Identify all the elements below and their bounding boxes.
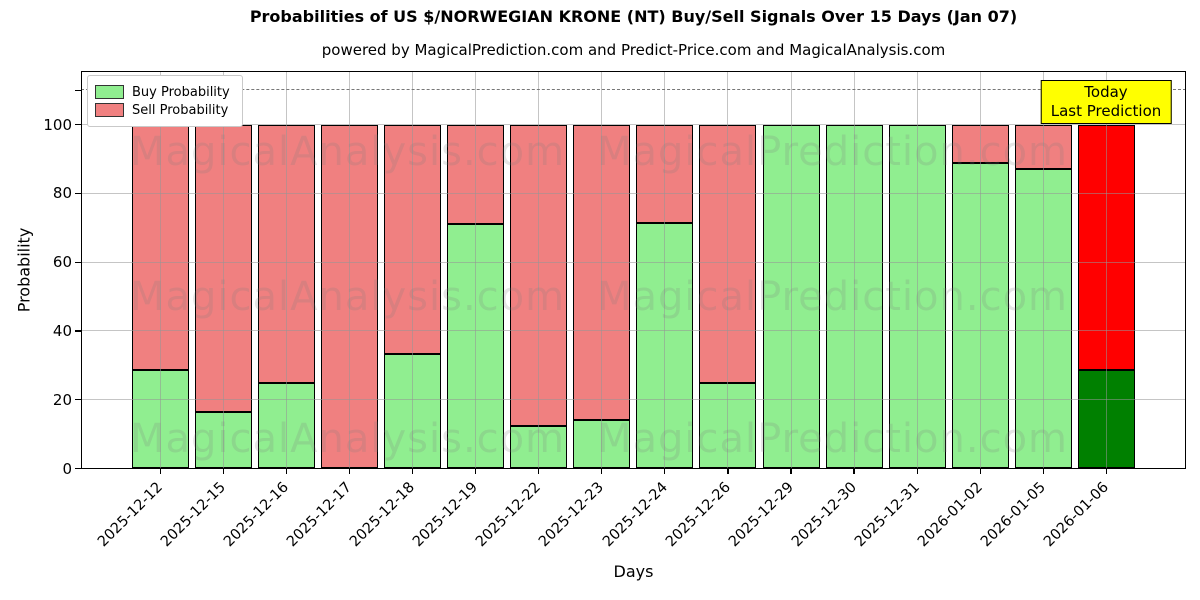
x-gridline	[159, 71, 161, 469]
annotation-line-1: Today	[1084, 83, 1128, 101]
x-tick-label-text: 2025-12-26	[662, 478, 734, 550]
y-tick-mark	[75, 124, 81, 126]
x-gridline	[916, 71, 918, 469]
y-tick-label: 20	[52, 390, 72, 409]
x-tick-label-text: 2025-12-31	[851, 478, 923, 550]
legend-item-buy: Buy Probability	[95, 83, 230, 101]
x-tick-mark	[222, 468, 224, 474]
x-tick-label-text: 2026-01-06	[1041, 478, 1113, 550]
y-tick-mark	[75, 330, 81, 332]
y-gridline	[81, 124, 1186, 126]
x-tick-mark	[664, 468, 666, 474]
x-tick-mark	[1105, 468, 1107, 474]
x-tick-label-text: 2025-12-24	[599, 478, 671, 550]
x-tick-label-text: 2025-12-17	[284, 478, 356, 550]
y-tick-label: 0	[62, 459, 72, 478]
watermark-text: MagicalPrediction.com	[597, 129, 1068, 175]
x-tick-label-text: 2025-12-23	[536, 478, 608, 550]
y-gridline	[81, 192, 1186, 194]
y-tick-label: 80	[52, 184, 72, 203]
x-tick-mark	[348, 468, 351, 474]
x-tick-mark	[790, 468, 792, 474]
x-tick-mark	[1042, 468, 1044, 474]
y-tick-mark-threshold	[75, 89, 81, 91]
y-tick-mark	[75, 399, 81, 401]
watermark-text: MagicalPrediction.com	[597, 416, 1068, 462]
x-tick-label-text: 2026-01-05	[978, 478, 1049, 550]
y-tick-label: 60	[52, 253, 72, 272]
legend-label-sell: Sell Probability	[132, 102, 229, 118]
watermark-text: MagicalPrediction.com	[597, 274, 1068, 320]
x-tick-mark	[411, 468, 414, 474]
x-tick-label-text: 2025-12-19	[410, 478, 482, 550]
x-tick-label-text: 2025-12-18	[347, 478, 419, 550]
x-axis-label: Days	[613, 562, 654, 581]
dashed-threshold-line	[81, 89, 1186, 91]
x-tick-mark	[475, 468, 477, 474]
x-tick-mark	[853, 468, 855, 474]
x-tick-label-text: 2025-12-16	[221, 478, 293, 550]
annotation-line-2: Last Prediction	[1050, 102, 1162, 120]
y-tick-label: 40	[52, 321, 72, 340]
x-tick-mark	[916, 468, 918, 474]
x-tick-label-text: 2025-12-22	[473, 478, 545, 550]
legend-item-sell: Sell Probability	[95, 101, 230, 119]
y-tick-mark	[75, 192, 81, 195]
x-gridline	[412, 71, 414, 469]
x-tick-mark	[979, 468, 981, 474]
y-gridline	[81, 399, 1186, 401]
chart-legend: Buy Probability Sell Probability	[87, 75, 243, 127]
x-gridline	[601, 71, 603, 469]
x-gridline	[727, 71, 729, 469]
x-tick-mark	[159, 468, 161, 474]
x-tick-mark	[538, 468, 540, 474]
x-tick-mark	[727, 468, 729, 474]
x-tick-mark	[285, 468, 287, 474]
x-gridline	[538, 71, 540, 469]
x-gridline	[285, 71, 287, 469]
x-gridline	[664, 71, 666, 469]
chart-title: Probabilities of US $/NORWEGIAN KRONE (N…	[249, 7, 1018, 26]
x-gridline	[790, 71, 792, 469]
chart-subtitle: powered by MagicalPrediction.com and Pre…	[321, 41, 946, 59]
legend-label-buy: Buy Probability	[132, 84, 230, 100]
y-tick-mark	[75, 467, 81, 470]
x-gridline	[1105, 71, 1107, 469]
x-gridline	[475, 71, 477, 469]
sell-color-swatch	[95, 103, 124, 117]
x-gridline	[1042, 71, 1044, 469]
watermark-text: MagicalAnalysis.com	[130, 274, 566, 320]
x-tick-label-text: 2025-12-12	[94, 478, 166, 550]
buy-color-swatch	[95, 85, 124, 99]
y-gridline	[81, 330, 1186, 332]
x-gridline	[979, 71, 981, 469]
y-tick-mark	[75, 261, 81, 263]
x-gridline	[222, 71, 224, 469]
x-tick-label-text: 2025-12-29	[725, 478, 797, 550]
watermark-text: MagicalAnalysis.com	[130, 129, 566, 175]
x-tick-label-text: 2026-01-02	[914, 478, 986, 550]
x-tick-mark	[601, 468, 603, 474]
y-gridline	[81, 261, 1186, 263]
today-last-prediction-annotation: Today Last Prediction	[1040, 80, 1172, 124]
y-tick-label: 100	[43, 115, 72, 134]
watermark-text: MagicalAnalysis.com	[130, 416, 566, 462]
y-gridline	[81, 468, 1186, 469]
x-tick-label-text: 2025-12-15	[158, 478, 229, 550]
x-gridline	[348, 71, 350, 469]
x-gridline	[853, 71, 855, 469]
x-tick-label-text: 2025-12-30	[788, 478, 860, 550]
